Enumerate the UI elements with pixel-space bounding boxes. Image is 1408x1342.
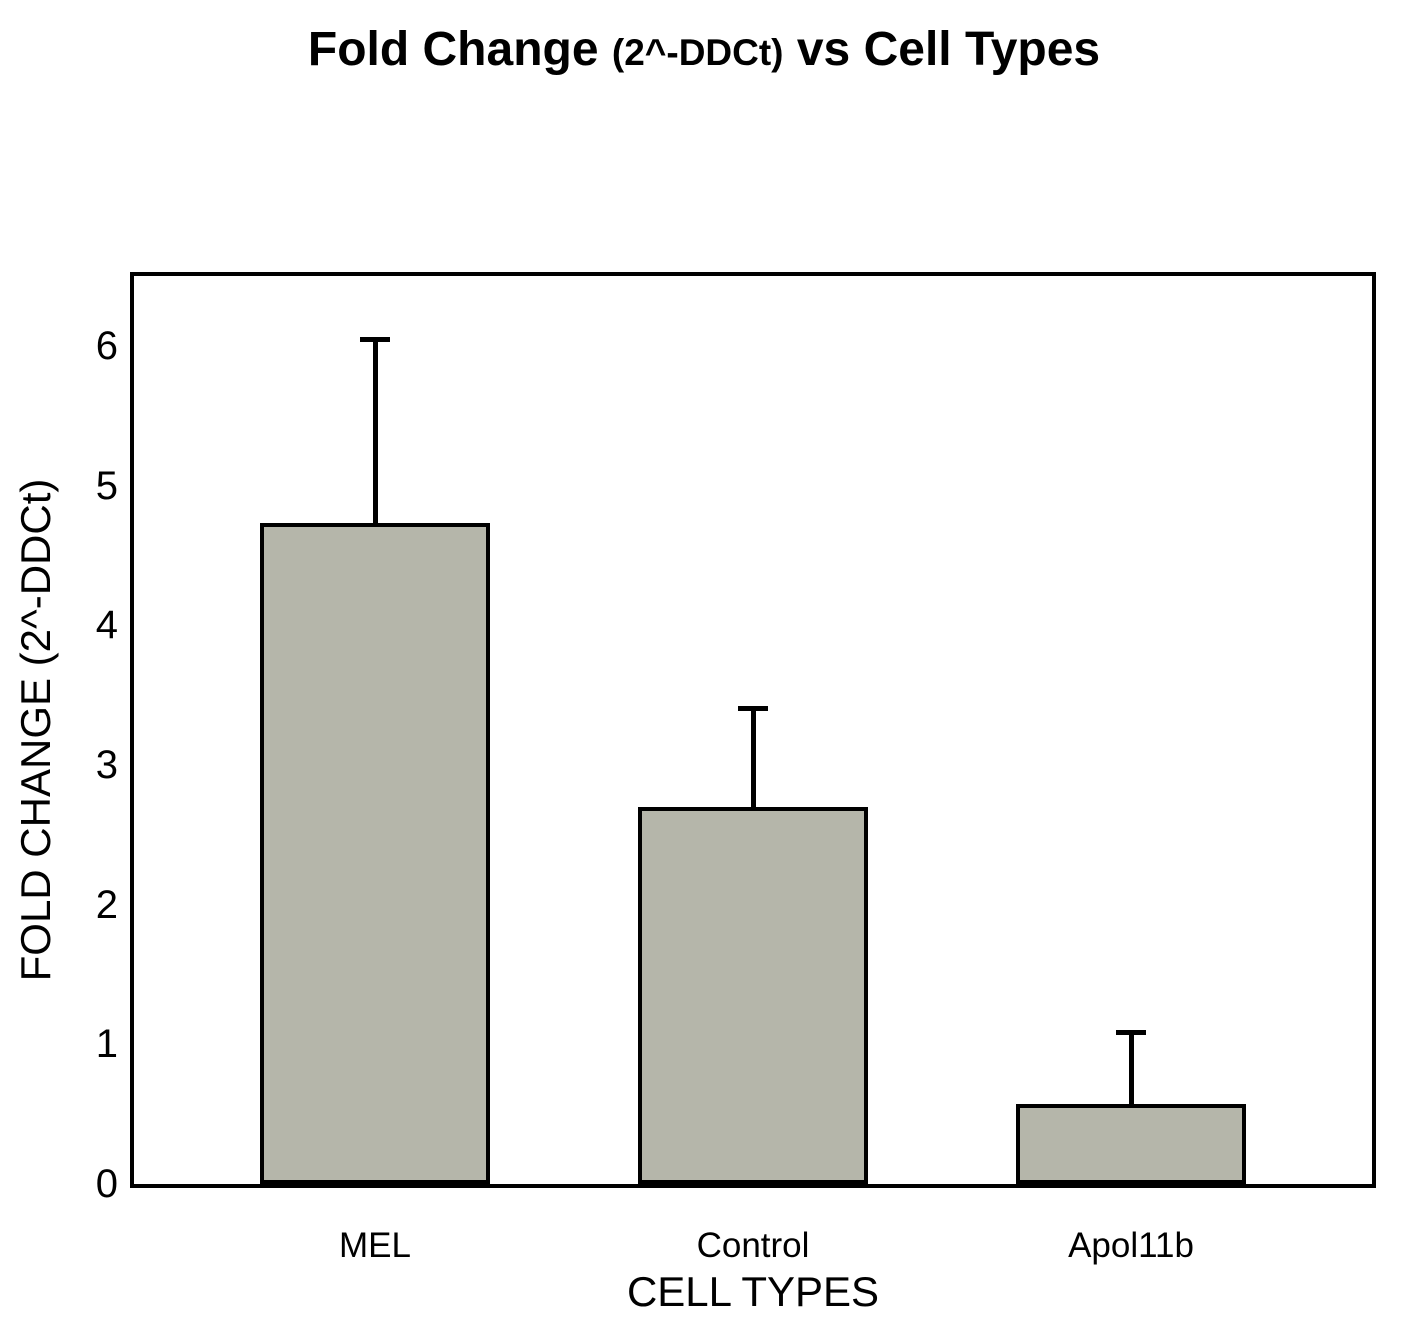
y-tick-label-1: 1 [95, 1022, 118, 1067]
y-tick-label-0: 0 [95, 1162, 118, 1206]
y-tick-label-6: 6 [95, 323, 118, 368]
chart-title-tail: vs Cell Types [796, 23, 1101, 76]
error-bar-line-mel [372, 337, 378, 523]
bar-mel [260, 523, 490, 1184]
y-tick-label-3: 3 [95, 742, 118, 787]
x-axis-label: CELL TYPES [626, 1268, 880, 1315]
x-label-apol11b: Apol11b [1068, 1226, 1194, 1265]
chart-title: Fold Change (2^-DDCt) vs Cell Types [0, 22, 1408, 77]
y-tick-label-2: 2 [95, 882, 118, 927]
y-axis-label: FOLD CHANGE (2^-DDCt) [12, 478, 59, 982]
chart-title-main: Fold Change [307, 23, 599, 76]
bar-apol11b [1016, 1104, 1246, 1184]
error-bar-cap-apol11b [1116, 1030, 1146, 1035]
error-bar-line-apol11b [1128, 1030, 1134, 1104]
x-label-control: Control [696, 1226, 810, 1265]
chart-title-formula: (2^-DDCt) [611, 32, 784, 73]
bar-control [638, 807, 868, 1184]
y-tick-label-4: 4 [95, 603, 118, 648]
error-bar-cap-control [738, 706, 768, 711]
error-bar-line-control [750, 706, 756, 807]
x-label-mel: MEL [339, 1226, 411, 1265]
plot-area [130, 272, 1376, 1188]
y-tick-label-5: 5 [95, 463, 118, 508]
error-bar-cap-mel [360, 337, 390, 342]
